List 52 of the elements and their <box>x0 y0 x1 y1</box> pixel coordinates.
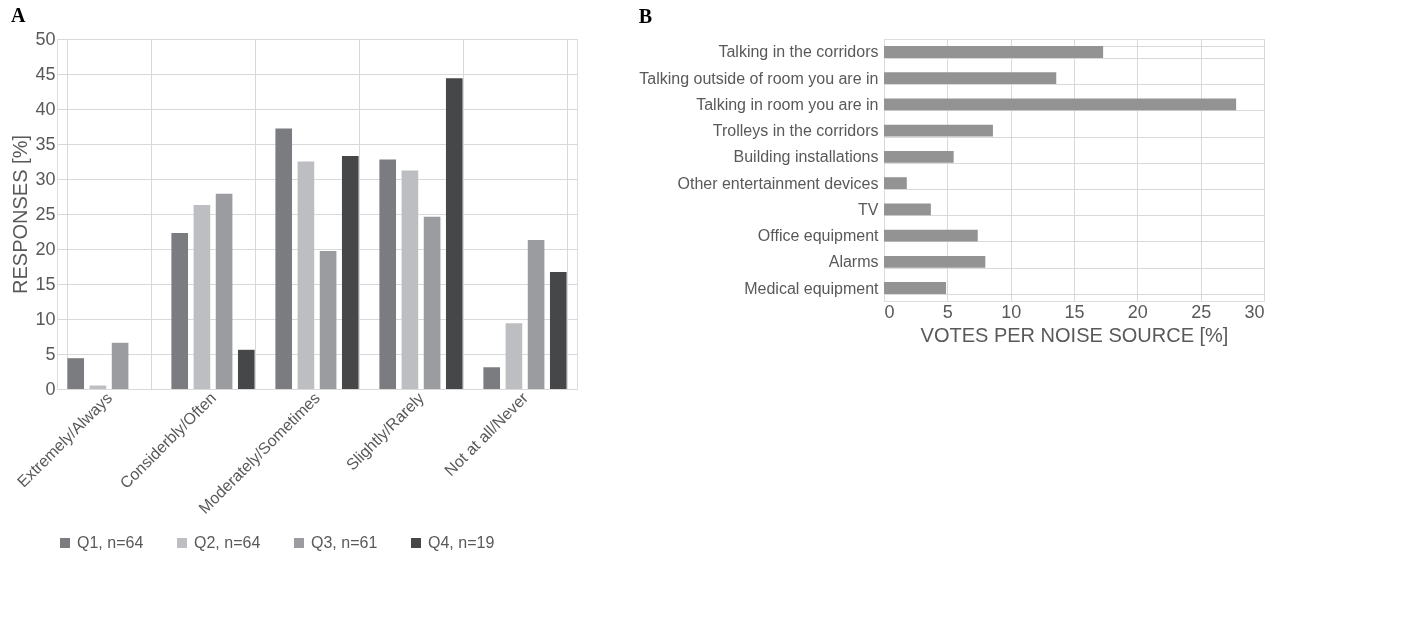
y-tick-label: Office equipment <box>757 227 880 245</box>
x-tick-label: 20 <box>1127 301 1148 322</box>
y-tick-label: Alarms <box>828 253 879 271</box>
bar <box>237 349 255 389</box>
y-tick-label: Building installations <box>733 148 879 166</box>
y-axis-title: RESPONSES [%] <box>9 135 32 294</box>
legend-label: Q1, n=64 <box>77 534 144 551</box>
x-tick-label: 5 <box>942 301 953 322</box>
bar <box>297 161 315 389</box>
y-tick-label: Talking outside of room you are in <box>639 69 879 87</box>
y-tick-label: Other entertainment devices <box>677 174 879 192</box>
text: B <box>638 5 653 27</box>
x-tick-label: 0 <box>884 301 895 322</box>
bar <box>445 78 463 389</box>
bar <box>275 128 293 389</box>
y-tick-label: Medical equipment <box>744 279 880 297</box>
bar <box>505 323 523 389</box>
bar <box>111 342 129 389</box>
legend-label: Q3, n=61 <box>311 534 378 551</box>
x-tick-label: 15 <box>1064 301 1085 322</box>
bar <box>527 239 545 389</box>
bar <box>193 204 211 389</box>
y-tick-label: 15 <box>35 273 56 294</box>
y-tick-label: 30 <box>35 168 56 189</box>
bar <box>483 367 501 389</box>
y-tick-label: Trolleys in the corridors <box>712 122 879 140</box>
bar <box>341 155 359 389</box>
y-tick-label: 40 <box>35 98 56 119</box>
chart-title: A <box>10 4 26 26</box>
legend-label: Q4, n=19 <box>428 534 495 551</box>
y-tick-label: 50 <box>35 28 56 49</box>
bar <box>171 232 189 389</box>
x-axis-title: VOTES PER NOISE SOURCE [%] <box>920 323 1229 346</box>
bar <box>215 193 233 389</box>
bar <box>379 159 397 389</box>
bar <box>319 251 337 389</box>
y-tick-label: Talking in the corridors <box>718 43 879 61</box>
y-tick-label: Talking in room you are in <box>696 95 879 113</box>
x-tick-label: 30 <box>1244 301 1265 322</box>
x-tick-label: 25 <box>1191 301 1212 322</box>
bar <box>67 358 85 389</box>
legend-label: Q2, n=64 <box>194 534 261 551</box>
y-tick-label: 35 <box>35 133 56 154</box>
y-tick-label: TV <box>858 200 879 218</box>
y-tick-label: 25 <box>35 203 56 224</box>
bar <box>549 272 567 389</box>
y-tick-label: 20 <box>35 238 56 259</box>
y-tick-label: 45 <box>35 63 56 84</box>
x-tick-label: 10 <box>1001 301 1022 322</box>
y-tick-label: 5 <box>45 343 56 364</box>
bar <box>401 170 419 389</box>
bar <box>423 216 441 389</box>
